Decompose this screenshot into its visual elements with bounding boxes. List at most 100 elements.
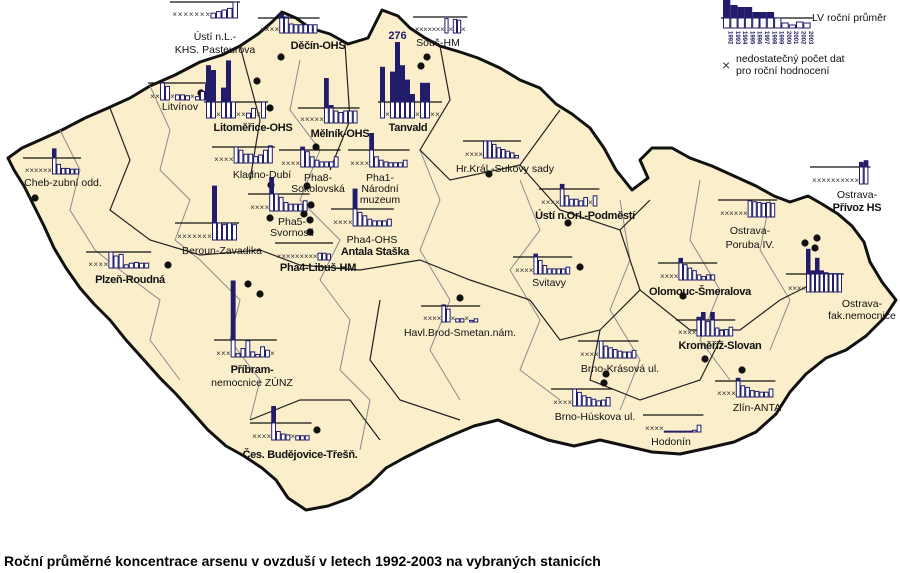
bar xyxy=(505,150,510,159)
insufficient-data-mark: × xyxy=(205,10,210,19)
bar xyxy=(710,274,716,281)
station-label: Ostrava- xyxy=(730,225,771,237)
insufficient-data-mark: × xyxy=(256,110,261,119)
bar-above-lv xyxy=(863,160,869,167)
bar xyxy=(395,101,400,119)
station-dot xyxy=(423,53,431,61)
bar xyxy=(668,430,674,433)
insufficient-data-mark: × xyxy=(515,266,520,275)
bar xyxy=(265,349,270,358)
bar xyxy=(221,9,227,19)
station-label: Zlín-ANTA xyxy=(733,402,781,414)
bar-above-lv xyxy=(300,146,305,150)
station-label: Brno-Húskova ul. xyxy=(555,411,636,423)
bar xyxy=(483,140,488,159)
bar xyxy=(295,435,301,441)
bar xyxy=(764,391,769,398)
insufficient-data-mark: × xyxy=(192,232,197,241)
station-dot xyxy=(303,182,311,190)
bar xyxy=(410,101,415,119)
station-label: Cheb-zubní odd. xyxy=(24,177,102,189)
station-ostfak: × × × ×Ostrava-fak.nemocnice xyxy=(786,248,896,322)
station-svitavy: × × × ×Svitavy xyxy=(513,253,573,289)
station-beroun: × × × × × × ×Beroun-Zavadika xyxy=(175,185,262,257)
bar xyxy=(271,422,277,441)
bar-above-lv xyxy=(324,78,329,108)
station-dot xyxy=(701,355,709,363)
bar xyxy=(457,19,462,34)
insufficient-data-mark: × xyxy=(264,203,269,212)
insufficient-data-mark: × xyxy=(290,432,295,441)
bar xyxy=(402,159,408,168)
bar xyxy=(222,224,227,241)
bar xyxy=(279,17,285,34)
legend-year: 2000 xyxy=(785,31,791,45)
station-zlin: × × × ×Zlín-ANTA xyxy=(715,377,781,414)
insufficient-data-mark: × xyxy=(428,314,433,323)
bar-above-lv xyxy=(211,70,216,102)
bar xyxy=(263,149,268,164)
insufficient-data-mark: × xyxy=(541,198,546,207)
bar xyxy=(382,220,387,227)
bar-above-lv xyxy=(271,406,276,423)
insufficient-data-mark: × xyxy=(529,266,534,275)
station-label: Příbram- xyxy=(231,364,274,376)
station-label: Kladno-Dubí xyxy=(233,169,291,181)
insufficient-data-mark: × xyxy=(360,159,365,168)
insufficient-data-mark: × xyxy=(236,110,241,119)
bar xyxy=(583,197,588,207)
bar-above-lv xyxy=(819,270,824,274)
bar xyxy=(232,224,237,241)
bar-above-lv xyxy=(212,185,217,223)
station-label: Souš-HM xyxy=(416,37,460,49)
bar-above-lv xyxy=(810,270,815,274)
station-pribram: × × × ×Příbram-nemocnice ZÚNZ xyxy=(211,280,293,389)
station-poruba: × × × × × ×Ostrava-Poruba IV. xyxy=(718,199,778,251)
station-label: nemocnice ZÚNZ xyxy=(211,376,293,389)
bar xyxy=(56,163,61,175)
bar xyxy=(819,273,824,293)
station-label: Ostrava- xyxy=(837,189,878,201)
bar xyxy=(238,149,244,164)
bar xyxy=(180,94,185,101)
bar xyxy=(400,101,405,119)
insufficient-data-mark: × xyxy=(432,25,437,34)
bar-above-lv xyxy=(533,253,538,257)
insufficient-data-mark: × xyxy=(314,115,319,124)
bar xyxy=(298,203,303,212)
bar xyxy=(663,430,669,433)
insufficient-data-mark: × xyxy=(214,155,219,164)
station-label: Svornosti xyxy=(270,227,314,239)
station-dot xyxy=(813,234,821,242)
bar xyxy=(747,200,753,218)
bar xyxy=(269,193,275,212)
bar xyxy=(303,24,309,34)
bar-above-lv xyxy=(284,16,289,18)
bar xyxy=(319,161,325,168)
bar xyxy=(766,202,771,218)
legend-year: 1993 xyxy=(734,31,740,45)
station-label: Mělník-OHS xyxy=(311,128,370,140)
insufficient-data-mark: × xyxy=(281,159,286,168)
bar xyxy=(398,162,403,168)
bar-above-lv xyxy=(710,312,715,320)
station-dot xyxy=(679,292,687,300)
station-dot xyxy=(576,263,584,271)
insufficient-data-mark: × xyxy=(104,260,109,269)
bar xyxy=(293,203,299,212)
bar xyxy=(446,308,451,323)
bar xyxy=(828,273,833,293)
bar xyxy=(65,167,70,175)
station-label: fak.nemocnice xyxy=(828,310,896,322)
insufficient-data-mark: × xyxy=(197,232,202,241)
bar xyxy=(756,202,762,218)
bar xyxy=(719,329,725,337)
station-decin: × × × ×Děčín-OHS xyxy=(258,13,346,52)
station-dot xyxy=(456,294,464,302)
bar xyxy=(233,146,239,164)
bar xyxy=(592,195,598,207)
bar xyxy=(687,267,693,281)
station-dot xyxy=(801,239,809,247)
bar-above-lv xyxy=(206,65,211,102)
station-label: Čes. Budějovice-Třešň. xyxy=(242,448,357,461)
